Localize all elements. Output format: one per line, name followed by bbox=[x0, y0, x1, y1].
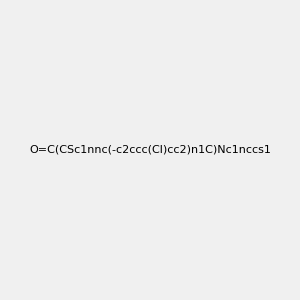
Text: O=C(CSc1nnc(-c2ccc(Cl)cc2)n1C)Nc1nccs1: O=C(CSc1nnc(-c2ccc(Cl)cc2)n1C)Nc1nccs1 bbox=[29, 145, 271, 155]
